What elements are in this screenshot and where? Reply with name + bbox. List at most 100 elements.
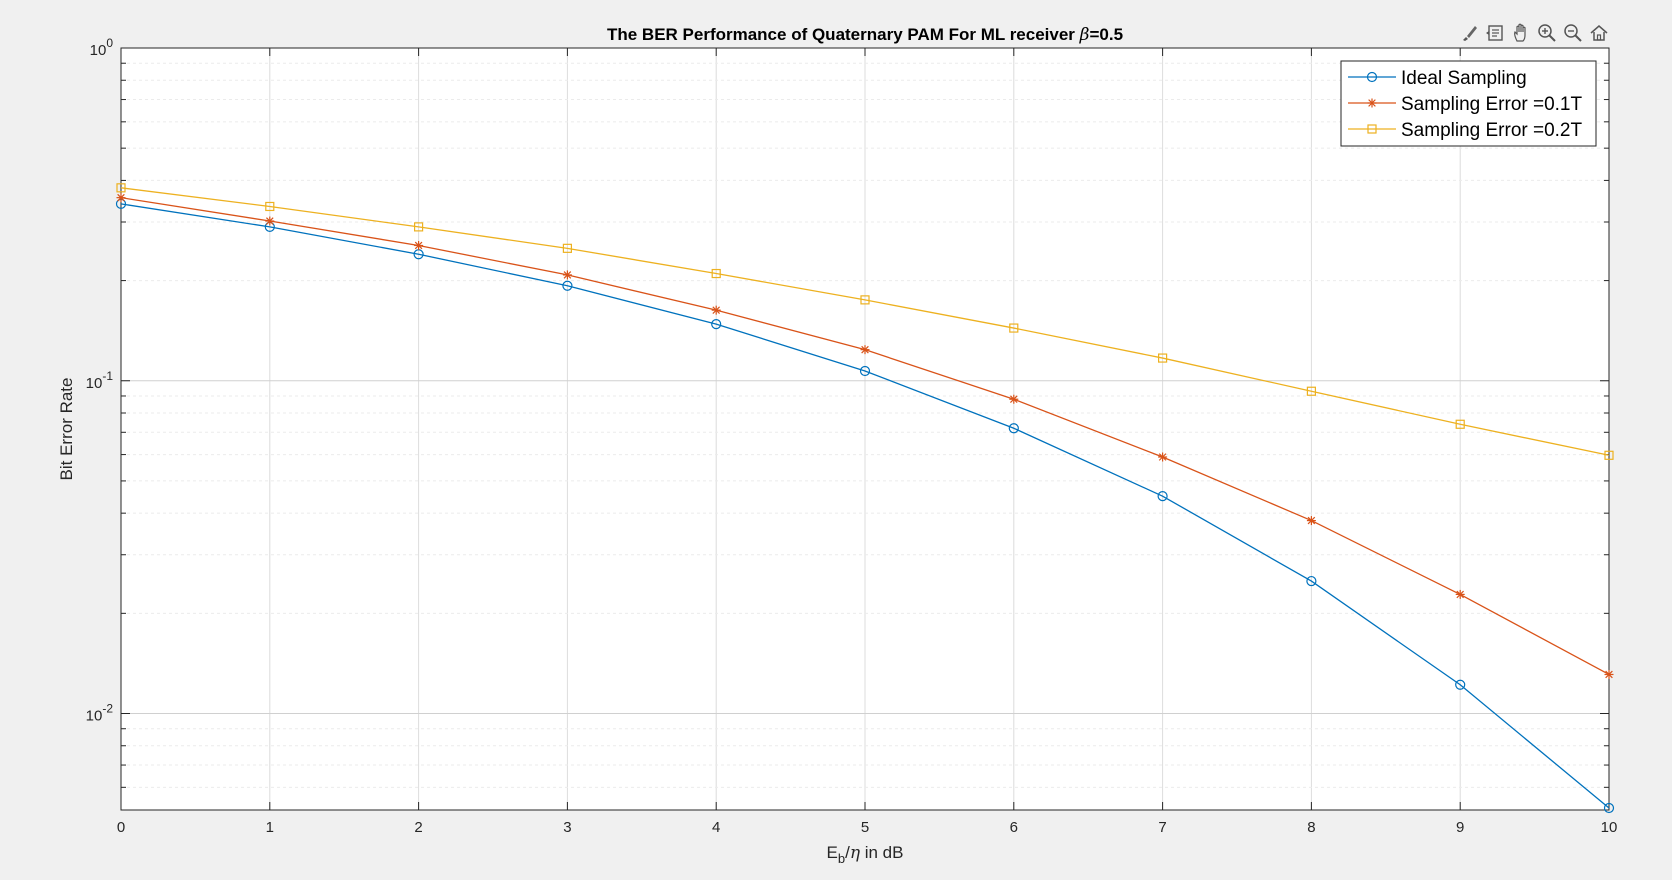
data-point — [1008, 423, 1019, 434]
y-tick-base: 10 — [90, 42, 107, 59]
data-point — [562, 270, 572, 280]
data-point — [860, 345, 870, 355]
marker-stroke — [861, 345, 869, 354]
marker-circle — [1008, 423, 1019, 434]
marker-stroke — [1010, 395, 1018, 404]
marker-square — [265, 201, 275, 212]
marker-stroke — [414, 241, 423, 250]
data-point — [116, 183, 126, 193]
data-point — [1367, 124, 1377, 134]
data-point — [265, 201, 275, 212]
brush-icon[interactable] — [1458, 22, 1480, 44]
series-line-0 — [120, 203, 1610, 809]
marker-square — [1604, 450, 1614, 460]
marker-circle — [562, 280, 573, 291]
legend-label: Ideal Sampling — [1401, 68, 1527, 89]
data-point — [1604, 450, 1614, 460]
data-point — [1366, 71, 1378, 83]
chart-title: The BER Performance of Quaternary PAM Fo… — [607, 25, 1123, 45]
data-point — [1306, 386, 1317, 396]
marker-circle — [1306, 575, 1317, 587]
legend-label: Sampling Error =0.2T — [1401, 120, 1582, 141]
y-tick-exponent: -2 — [102, 702, 113, 716]
marker-stroke — [1158, 453, 1167, 461]
data-point — [562, 243, 573, 253]
marker-square — [116, 183, 126, 193]
x-tick-label: 7 — [1158, 819, 1166, 836]
marker-circle — [1366, 71, 1378, 83]
chart-title-beta: β — [1079, 25, 1090, 45]
marker-stroke — [1605, 670, 1613, 679]
data-point — [1009, 323, 1019, 333]
data-point — [116, 193, 126, 203]
data-point — [1157, 491, 1168, 502]
data-point — [860, 295, 870, 305]
data-point — [1604, 669, 1614, 679]
data-point — [414, 222, 424, 232]
data-point — [711, 268, 721, 279]
legend-label: Sampling Error =0.1T — [1401, 94, 1582, 115]
x-axis-label-base: E — [827, 843, 838, 862]
data-point — [1603, 802, 1615, 814]
x-tick-label: 3 — [563, 819, 571, 836]
series-group — [115, 183, 1615, 814]
data-point — [1009, 394, 1019, 404]
marker-circle — [859, 365, 871, 377]
y-axis-label: Bit Error Rate — [57, 378, 76, 481]
marker-square — [1009, 323, 1019, 333]
data-tips-icon[interactable] — [1484, 22, 1506, 44]
marker-square — [562, 243, 573, 253]
marker-square — [1157, 353, 1168, 363]
x-tick-label: 8 — [1307, 819, 1315, 836]
marker-square — [1455, 419, 1465, 429]
x-tick-label: 10 — [1601, 819, 1618, 836]
marker-stroke — [563, 271, 572, 279]
data-point — [1455, 419, 1465, 429]
data-point — [414, 240, 424, 250]
marker-circle — [1455, 679, 1466, 690]
pan-icon[interactable] — [1510, 22, 1532, 44]
y-tick-label: 100 — [90, 36, 114, 59]
marker-stroke — [1368, 99, 1376, 107]
y-tick-label: 10-2 — [86, 702, 114, 725]
x-tick-label: 1 — [266, 819, 274, 836]
marker-stroke — [1307, 516, 1316, 525]
data-point — [1306, 575, 1317, 587]
data-point — [1158, 452, 1168, 462]
x-tick-label: 9 — [1456, 819, 1464, 836]
axes-toolbar — [1458, 22, 1610, 46]
chart-title-main: The BER Performance of Quaternary PAM Fo… — [607, 25, 1080, 44]
x-tick-label: 4 — [712, 819, 720, 836]
zoom-out-icon[interactable] — [1562, 22, 1584, 44]
marker-circle — [1157, 491, 1168, 502]
data-point — [562, 280, 573, 291]
marker-circle — [711, 318, 722, 330]
marker-stroke — [117, 193, 125, 202]
series-line-2 — [120, 187, 1610, 456]
y-tick-exponent: -1 — [102, 369, 113, 383]
marker-stroke — [266, 217, 274, 225]
chart-title-tail: =0.5 — [1089, 25, 1123, 44]
data-point — [1306, 516, 1316, 526]
x-tick-label: 2 — [414, 819, 422, 836]
marker-square — [1306, 386, 1317, 396]
x-axis-label-eta: η — [850, 843, 861, 863]
x-tick-label: 0 — [117, 819, 125, 836]
marker-square — [414, 222, 424, 232]
marker-circle — [1603, 802, 1615, 814]
x-tick-label: 5 — [861, 819, 869, 836]
y-tick-exponent: 0 — [106, 36, 113, 50]
x-tick-label: 6 — [1010, 819, 1018, 836]
data-point — [1455, 589, 1465, 599]
y-tick-base: 10 — [86, 375, 103, 392]
zoom-in-icon[interactable] — [1536, 22, 1558, 44]
marker-square — [860, 295, 870, 305]
home-icon[interactable] — [1588, 22, 1610, 44]
data-point — [1455, 679, 1466, 690]
data-point — [711, 318, 722, 330]
legend: Ideal Sampling Sampling Error =0.1T Sampli… — [1340, 60, 1597, 147]
marker-square — [1367, 124, 1377, 134]
marker-square — [711, 268, 721, 279]
